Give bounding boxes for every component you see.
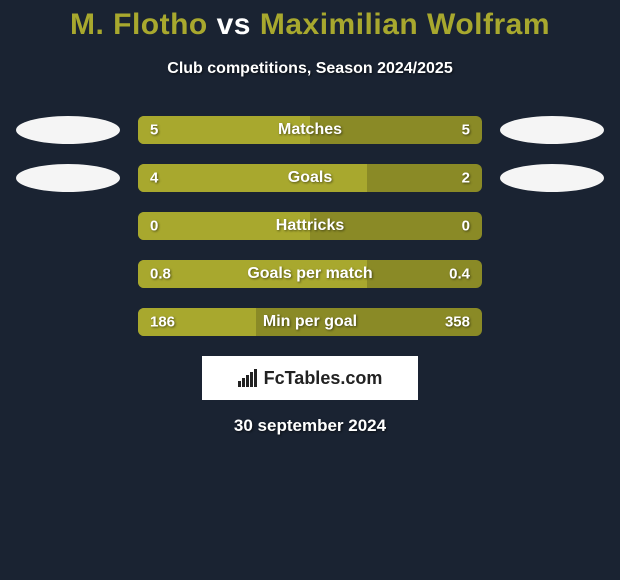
logo: FcTables.com xyxy=(238,368,383,389)
ellipse-spacer xyxy=(500,308,604,336)
stat-left-value: 4 xyxy=(150,170,158,187)
stats-list: 5 Matches 5 4 Goals 2 0 Hattricks 0 xyxy=(0,116,620,336)
ellipse-spacer xyxy=(500,212,604,240)
stat-label: Min per goal xyxy=(263,313,357,331)
vs-text: vs xyxy=(217,8,251,41)
stat-right-value: 5 xyxy=(462,122,470,139)
stat-right-value: 2 xyxy=(462,170,470,187)
stat-row-hattricks: 0 Hattricks 0 xyxy=(0,212,620,240)
left-ellipse xyxy=(16,164,120,192)
player2-name: Maximilian Wolfram xyxy=(260,8,550,41)
subtitle: Club competitions, Season 2024/2025 xyxy=(0,60,620,78)
stat-left-value: 186 xyxy=(150,314,175,331)
stat-bar: 0 Hattricks 0 xyxy=(138,212,482,240)
comparison-widget: M. Flotho vs Maximilian Wolfram Club com… xyxy=(0,0,620,436)
stat-row-matches: 5 Matches 5 xyxy=(0,116,620,144)
ellipse-spacer xyxy=(16,308,120,336)
stat-label: Hattricks xyxy=(276,217,344,235)
bar-chart-icon xyxy=(238,369,260,387)
stat-label: Goals xyxy=(288,169,332,187)
stat-bar: 0.8 Goals per match 0.4 xyxy=(138,260,482,288)
stat-row-min-per-goal: 186 Min per goal 358 xyxy=(0,308,620,336)
ellipse-spacer xyxy=(16,260,120,288)
stat-bar-fill xyxy=(138,164,367,192)
ellipse-spacer xyxy=(500,260,604,288)
stat-row-goals: 4 Goals 2 xyxy=(0,164,620,192)
stat-left-value: 0.8 xyxy=(150,266,171,283)
stat-label: Matches xyxy=(278,121,342,139)
stat-right-value: 358 xyxy=(445,314,470,331)
stat-left-value: 5 xyxy=(150,122,158,139)
logo-box: FcTables.com xyxy=(202,356,418,400)
logo-text: FcTables.com xyxy=(264,368,383,389)
stat-bar: 4 Goals 2 xyxy=(138,164,482,192)
right-ellipse xyxy=(500,164,604,192)
stat-bar: 186 Min per goal 358 xyxy=(138,308,482,336)
right-ellipse xyxy=(500,116,604,144)
stat-bar: 5 Matches 5 xyxy=(138,116,482,144)
stat-right-value: 0 xyxy=(462,218,470,235)
page-title: M. Flotho vs Maximilian Wolfram xyxy=(0,8,620,42)
stat-row-goals-per-match: 0.8 Goals per match 0.4 xyxy=(0,260,620,288)
player1-name: M. Flotho xyxy=(70,8,208,41)
stat-left-value: 0 xyxy=(150,218,158,235)
left-ellipse xyxy=(16,116,120,144)
date: 30 september 2024 xyxy=(0,416,620,436)
ellipse-spacer xyxy=(16,212,120,240)
stat-label: Goals per match xyxy=(247,265,372,283)
stat-right-value: 0.4 xyxy=(449,266,470,283)
